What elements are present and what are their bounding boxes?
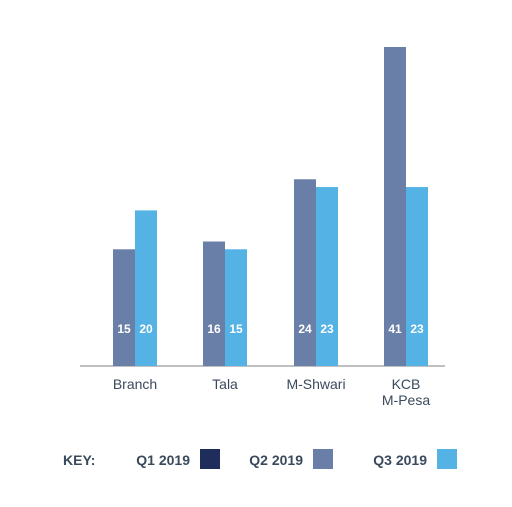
category-label-3-line-0: KCB xyxy=(392,376,421,392)
category-label-3-line-1: M-Pesa xyxy=(382,392,430,408)
bar-value-label-2-series-1: 24 xyxy=(298,322,312,336)
bar-value-label-3-series-1: 41 xyxy=(388,322,402,336)
legend-label-q3: Q3 2019 xyxy=(373,452,427,468)
bar-2-series-2 xyxy=(316,187,338,366)
bar-value-label-1-series-1: 16 xyxy=(207,322,221,336)
legend: KEY: Q1 2019 Q2 2019 Q3 2019 xyxy=(0,446,512,476)
bars-layer: 15 20 16 15 24 23 41 23 xyxy=(113,47,428,366)
legend-item-q3: Q3 2019 xyxy=(360,446,457,476)
bar-value-label-0-series-1: 15 xyxy=(117,322,131,336)
bar-1-series-2 xyxy=(225,249,247,366)
category-label-2: M-Shwari xyxy=(286,376,345,392)
bar-3-series-1 xyxy=(384,47,406,366)
legend-key-label: KEY: xyxy=(63,452,96,468)
bar-0-series-1 xyxy=(113,249,135,366)
legend-item-q1: Q1 2019 xyxy=(130,446,220,476)
bar-chart-plot: 15 20 16 15 24 23 41 23 Branch Tala M-Shwari KCBM-… xyxy=(80,47,445,408)
bar-3-series-2 xyxy=(406,187,428,366)
legend-swatch-q2 xyxy=(313,449,333,469)
bar-0-series-2 xyxy=(135,210,157,366)
legend-item-q2: Q2 2019 xyxy=(240,446,333,476)
category-label-0: Branch xyxy=(113,376,157,392)
bar-value-label-1-series-2: 15 xyxy=(229,322,243,336)
legend-label-q2: Q2 2019 xyxy=(249,452,303,468)
bar-value-label-2-series-2: 23 xyxy=(320,322,334,336)
legend-swatch-q1 xyxy=(200,449,220,469)
bar-value-label-0-series-2: 20 xyxy=(139,322,153,336)
legend-swatch-q3 xyxy=(437,449,457,469)
bar-1-series-1 xyxy=(203,241,225,366)
category-label-1: Tala xyxy=(212,376,238,392)
bar-value-label-3-series-2: 23 xyxy=(410,322,424,336)
legend-label-q1: Q1 2019 xyxy=(136,452,190,468)
bar-2-series-1 xyxy=(294,179,316,366)
